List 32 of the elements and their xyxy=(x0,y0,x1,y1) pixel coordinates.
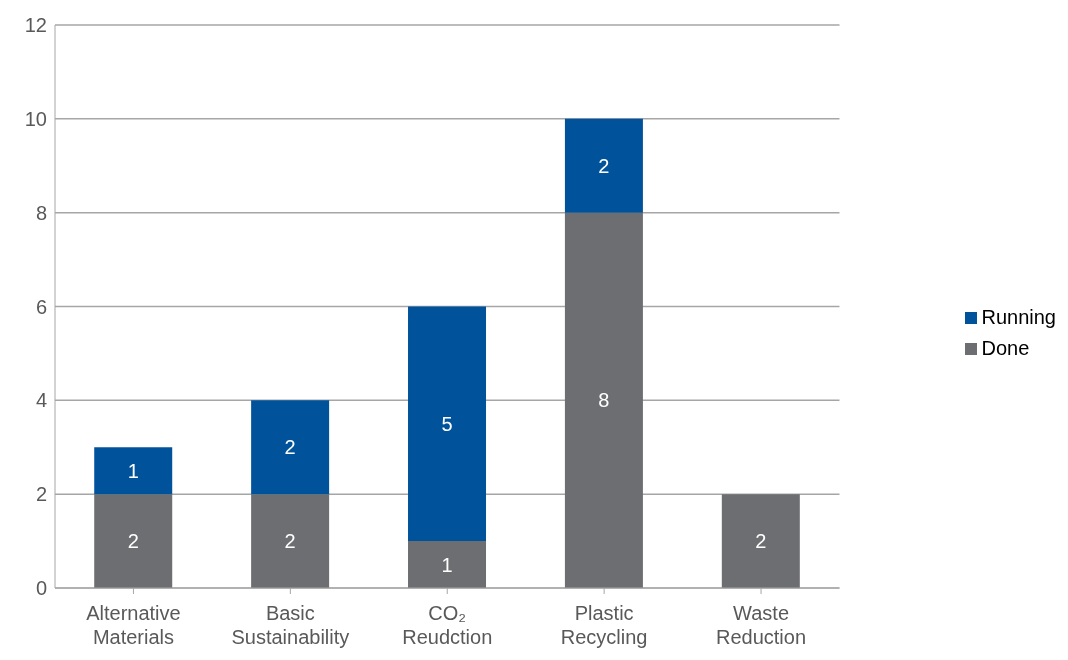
bar xyxy=(94,494,173,588)
x-tick-label: Plastic Recycling xyxy=(560,602,648,648)
data-label: 2 xyxy=(755,530,767,553)
data-label: 1 xyxy=(441,553,453,576)
y-tick-label: 10 xyxy=(24,107,47,130)
bar xyxy=(564,212,643,588)
bar xyxy=(251,400,330,495)
x-tick-label: Alternative Materials xyxy=(86,602,181,648)
data-label: 2 xyxy=(284,436,296,459)
data-label: 2 xyxy=(127,530,139,553)
data-label: 2 xyxy=(598,154,610,177)
x-tick-label: CO₂ Reudction xyxy=(402,602,493,648)
bar xyxy=(408,541,487,588)
data-label: 5 xyxy=(441,412,453,435)
y-tick-label: 8 xyxy=(35,201,47,224)
data-label: 2 xyxy=(284,530,296,553)
data-label: 8 xyxy=(598,389,610,412)
bar xyxy=(251,494,330,588)
y-tick-label: 12 xyxy=(24,14,47,37)
legend-label: Running xyxy=(981,306,1056,329)
data-label: 1 xyxy=(127,459,139,482)
bar xyxy=(564,118,643,213)
bar xyxy=(721,494,800,588)
bar xyxy=(94,447,173,495)
bar xyxy=(408,306,487,542)
x-tick-label: Waste Reduction xyxy=(716,602,807,648)
y-tick-label: 4 xyxy=(35,389,47,412)
x-tick-label: Basic Sustainability xyxy=(231,602,350,648)
y-tick-label: 0 xyxy=(35,577,47,600)
legend-label: Done xyxy=(981,337,1030,360)
y-tick-label: 2 xyxy=(35,483,47,506)
y-tick-label: 6 xyxy=(35,295,47,318)
